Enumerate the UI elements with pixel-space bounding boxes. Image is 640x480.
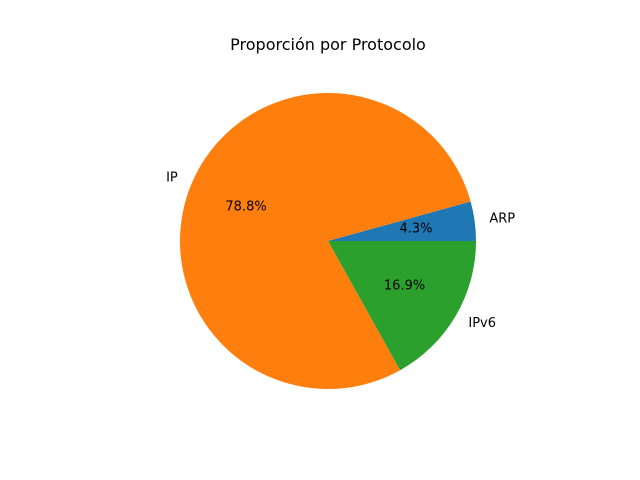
pie-slice-ipv6 [328,241,476,371]
pie-slices [180,92,476,389]
pie-slice-arp [328,201,476,241]
pie-labels: ARP 4.3% IP 78.8% IPv6 16.9% [166,171,515,331]
pie-slice-ip [180,92,471,389]
pct-label-ip: 78.8% [225,199,266,214]
slice-label-arp: ARP [489,212,515,227]
chart-title: Proporción por Protocolo [230,35,426,54]
slice-label-ipv6: IPv6 [468,316,496,331]
slice-label-ip: IP [166,171,178,186]
pct-label-arp: 4.3% [399,222,432,237]
pct-label-ipv6: 16.9% [384,278,425,293]
